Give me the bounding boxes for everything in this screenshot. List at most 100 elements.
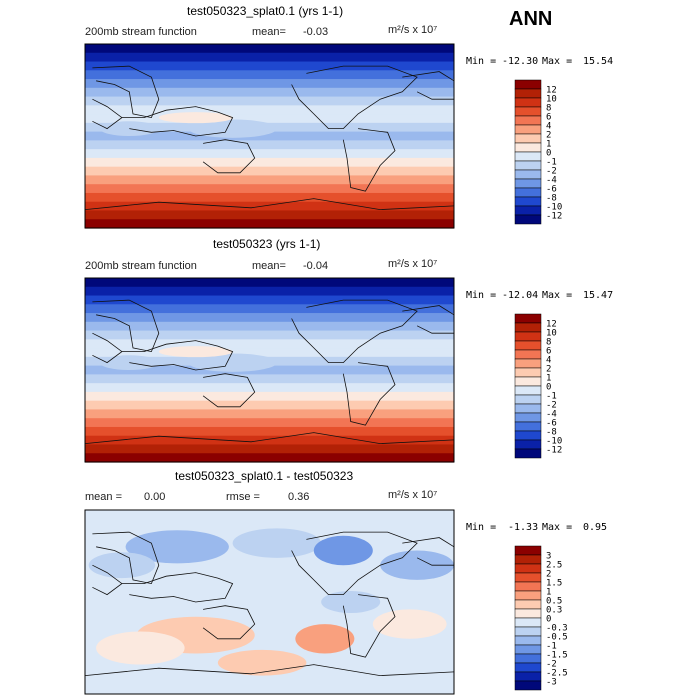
colorbar-tick-label: 2 [546, 570, 551, 580]
colorbar-swatch [514, 626, 542, 637]
panel-2-max-label: Max = [542, 290, 573, 301]
colorbar-swatch [514, 169, 542, 180]
colorbar-3: 32.521.510.50.30-0.3-0.5-1-1.5-2-2.5-3 [514, 545, 568, 691]
colorbar-tick-label: -10 [546, 437, 562, 447]
colorbar-tick-label: 1 [546, 140, 551, 150]
panel-1-max-label: Max = [542, 56, 573, 67]
colorbar-swatch [514, 97, 542, 108]
field-blob [88, 552, 156, 579]
field-blob [188, 119, 277, 138]
coastline [202, 139, 256, 174]
colorbar-tick-label: 0.3 [546, 606, 562, 616]
colorbar-tick-label: -0.5 [546, 633, 568, 643]
field-blob [217, 649, 307, 676]
field-band [85, 339, 454, 349]
map-frame [84, 43, 455, 229]
field-blob [99, 121, 159, 136]
field-band [85, 52, 454, 63]
colorbar-swatch [514, 196, 542, 207]
panel-1-min-value: -12.30 [502, 56, 539, 67]
colorbar-swatch [514, 545, 542, 556]
colorbar-swatch [514, 439, 542, 450]
colorbar-swatch [514, 385, 542, 396]
field-band [85, 140, 454, 150]
panel-3-max-label: Max = [542, 522, 573, 533]
field-band [85, 418, 454, 428]
panel-2-mean-value: -0.04 [303, 260, 329, 272]
field-blob [96, 631, 185, 665]
colorbar-swatch [514, 151, 542, 162]
colorbar-swatch [514, 88, 542, 99]
coastline [84, 664, 455, 677]
colorbar-tick-label: 8 [546, 104, 551, 114]
coastline [84, 198, 455, 211]
coastline [202, 605, 256, 640]
field-band [85, 70, 454, 80]
colorbar-swatch [514, 133, 542, 144]
colorbar-swatch [514, 662, 542, 673]
panel-1-subtitle: 200mb stream function [85, 26, 197, 38]
field-band [85, 201, 454, 212]
field-band [85, 105, 454, 115]
colorbar-swatch [514, 115, 542, 126]
map-frame [84, 509, 455, 695]
coastline [92, 564, 123, 596]
field-band [85, 166, 454, 177]
colorbar-tick-label: 3 [546, 552, 551, 562]
field-band [85, 192, 454, 203]
field-blob [158, 346, 233, 358]
coastline [291, 531, 418, 595]
season-label: ANN [509, 8, 553, 30]
panel-2-min-value: -12.04 [502, 290, 539, 301]
colorbar-tick-label: 2.5 [546, 561, 562, 571]
field-band [85, 131, 454, 141]
colorbar-swatch [514, 563, 542, 574]
field-band [85, 79, 454, 89]
map-panel-2 [84, 277, 455, 463]
field-band [85, 96, 454, 106]
panel-2-units: m²/s x 10⁷ [388, 258, 438, 270]
colorbar-tick-label: 0 [546, 149, 551, 159]
coastline [202, 373, 256, 408]
field-band [85, 286, 454, 297]
coastline [92, 98, 123, 130]
field-blob [125, 530, 229, 564]
colorbar-swatch [514, 205, 542, 216]
colorbar-swatch [514, 106, 542, 117]
panel-2-subtitle: 200mb stream function [85, 260, 197, 272]
colorbar-swatch [514, 581, 542, 592]
coastline [291, 299, 418, 364]
colorbar-tick-label: -6 [546, 419, 557, 429]
field-band [85, 219, 454, 229]
colorbar-tick-label: -2 [546, 167, 557, 177]
colorbar-swatch [514, 340, 542, 351]
colorbar-tick-label: 1 [546, 588, 551, 598]
colorbar-swatch [514, 448, 542, 459]
colorbar-tick-label: -6 [546, 185, 557, 195]
colorbar-tick-label: 6 [546, 113, 551, 123]
field-band [85, 330, 454, 340]
field-band [85, 453, 454, 463]
colorbar-tick-label: -8 [546, 194, 557, 204]
colorbar-tick-label: 0 [546, 383, 551, 393]
panel-3-min-value: -1.33 [508, 522, 539, 533]
colorbar-tick-label: -1 [546, 642, 557, 652]
colorbar-swatch [514, 376, 542, 387]
map-frame [84, 277, 455, 463]
colorbar-tick-label: -1.5 [546, 651, 568, 661]
colorbar-swatch [514, 142, 542, 153]
field-blob [99, 355, 159, 371]
field-blob [295, 624, 355, 654]
colorbar-swatch [514, 680, 542, 691]
colorbar-swatch [514, 160, 542, 171]
colorbar-swatch [514, 187, 542, 198]
colorbar-tick-label: -10 [546, 203, 562, 213]
field-band [85, 383, 454, 393]
field-blob [313, 535, 373, 566]
colorbar-tick-label: 2 [546, 365, 551, 375]
panel-3-units: m²/s x 10⁷ [388, 489, 438, 501]
colorbar-tick-label: -2.5 [546, 669, 568, 679]
colorbar-swatch [514, 358, 542, 369]
